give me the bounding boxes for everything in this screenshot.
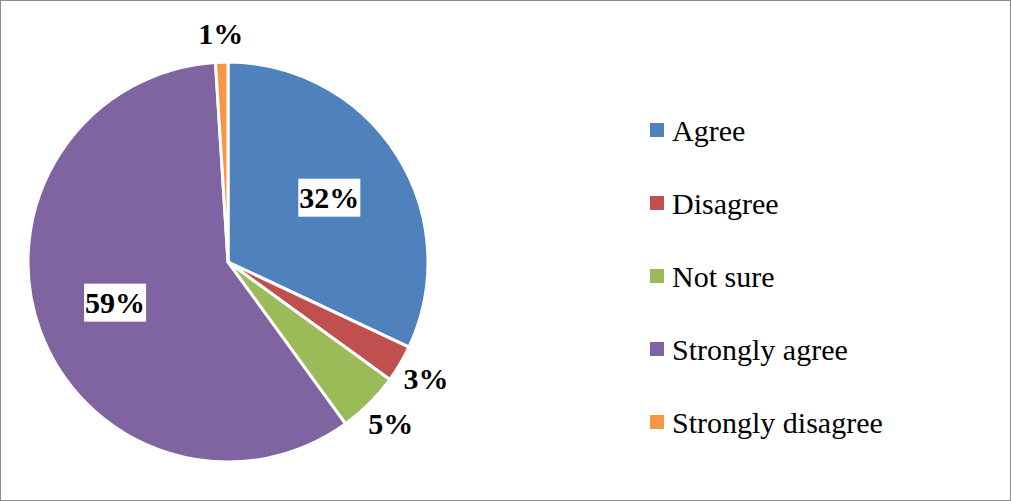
frame <box>1 1 1011 501</box>
slices <box>28 62 428 462</box>
pie-slice <box>28 62 346 462</box>
data-label: 5% <box>368 407 413 440</box>
legend-swatch <box>650 342 664 356</box>
data-label: 32% <box>299 181 359 214</box>
legend-swatch <box>650 123 664 137</box>
data-label: 59% <box>85 286 145 319</box>
legend: Agree Disagree Not sure Strongly agree Stron… <box>650 114 883 439</box>
legend-swatch <box>650 196 664 210</box>
legend-label: Agree <box>672 114 745 147</box>
legend-label: Not sure <box>672 260 774 293</box>
legend-label: Strongly agree <box>672 333 848 366</box>
legend-label: Strongly disagree <box>672 406 883 439</box>
label-box <box>84 284 146 322</box>
data-labels: 32% 3% 5% 59% 1% <box>84 17 448 441</box>
pie-slice <box>215 62 228 262</box>
label-box <box>298 179 360 217</box>
data-label: 1% <box>198 17 243 50</box>
legend-swatch <box>650 269 664 283</box>
data-label: 3% <box>403 362 448 395</box>
chart-root: 32% 3% 5% 59% 1% Agree Disagree Not sure Strongl… <box>0 0 1011 501</box>
legend-swatch <box>650 415 664 429</box>
legend-label: Disagree <box>672 187 779 220</box>
chart-svg: 32% 3% 5% 59% 1% Agree Disagree Not sure Strongl… <box>0 0 1011 501</box>
